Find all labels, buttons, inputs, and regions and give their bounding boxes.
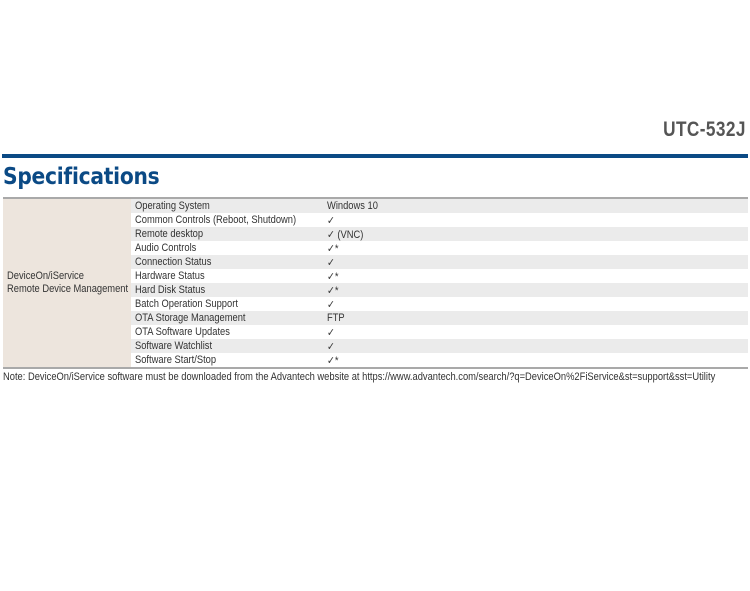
group-label-line1: DeviceOn/iService — [7, 270, 84, 282]
spec-label: Hard Disk Status — [131, 284, 327, 296]
spec-value: ✓ — [327, 256, 336, 269]
footnote: Note: DeviceOn/iService software must be… — [3, 371, 716, 383]
table-row: Connection Status ✓ — [131, 255, 748, 269]
spec-value: ✓ — [327, 340, 336, 353]
spec-label-text: Software Start/Stop — [135, 354, 217, 366]
spec-label-text: Hard Disk Status — [135, 284, 206, 296]
spec-value-text: ✓ — [327, 214, 335, 227]
spec-value-text: FTP — [327, 312, 345, 324]
section-title: Specifications — [3, 164, 160, 190]
spec-label: OTA Storage Management — [131, 312, 327, 324]
spec-value-text: ✓* — [327, 354, 339, 367]
spec-label: Remote desktop — [131, 228, 327, 240]
table-row: Operating System Windows 10 — [131, 199, 748, 213]
spec-label: Software Watchlist — [131, 340, 327, 352]
spec-value: Windows 10 — [327, 200, 387, 212]
spec-label-text: OTA Software Updates — [135, 326, 230, 338]
spec-label-text: Operating System — [135, 200, 210, 212]
spec-value: ✓* — [327, 284, 341, 297]
spec-label: Hardware Status — [131, 270, 327, 282]
spec-value: ✓* — [327, 270, 341, 283]
spec-value-text: ✓ — [327, 326, 335, 339]
table-row: Remote desktop ✓ (VNC) — [131, 227, 748, 241]
table-row: OTA Storage Management FTP — [131, 311, 748, 325]
table-row: Hardware Status ✓* — [131, 269, 748, 283]
spec-value: ✓ — [327, 298, 336, 311]
spec-value: ✓* — [327, 242, 341, 255]
spec-label: Common Controls (Reboot, Shutdown) — [131, 214, 327, 226]
spec-label-text: Audio Controls — [135, 242, 197, 254]
spec-value: ✓ — [327, 326, 336, 339]
spec-value-text: ✓* — [327, 284, 339, 297]
spec-label: OTA Software Updates — [131, 326, 327, 338]
spec-label-text: Common Controls (Reboot, Shutdown) — [135, 214, 297, 226]
table-row: Software Start/Stop ✓* — [131, 353, 748, 367]
spec-label: Connection Status — [131, 256, 327, 268]
spec-value-text: ✓* — [327, 270, 339, 283]
table-row: Software Watchlist ✓ — [131, 339, 748, 353]
spec-value: ✓ — [327, 214, 336, 227]
spec-table: DeviceOn/iService Remote Device Manageme… — [3, 197, 748, 369]
spec-label-text: Software Watchlist — [135, 340, 213, 352]
spec-value-text: ✓ — [327, 340, 335, 353]
spec-rows: Operating System Windows 10 Common Control… — [131, 199, 748, 367]
table-row: OTA Software Updates ✓ — [131, 325, 748, 339]
spec-value: FTP — [327, 312, 348, 324]
spec-label-text: Hardware Status — [135, 270, 205, 282]
table-row: Common Controls (Reboot, Shutdown) ✓ — [131, 213, 748, 227]
group-label-line2: Remote Device Management — [7, 283, 129, 295]
model-name: UTC-532J — [663, 118, 746, 141]
spec-label: Batch Operation Support — [131, 298, 327, 310]
table-row: Batch Operation Support ✓ — [131, 297, 748, 311]
group-cell: DeviceOn/iService Remote Device Manageme… — [3, 199, 131, 367]
spec-value-text: ✓* — [327, 242, 339, 255]
spec-label: Operating System — [131, 200, 327, 212]
spec-value: ✓* — [327, 354, 341, 367]
header-divider — [2, 154, 748, 158]
spec-label-text: Remote desktop — [135, 228, 204, 240]
table-row: Hard Disk Status ✓* — [131, 283, 748, 297]
spec-label-text: OTA Storage Management — [135, 312, 246, 324]
spec-label-text: Batch Operation Support — [135, 298, 238, 310]
spec-value-text: ✓ — [327, 256, 335, 269]
spec-value-text: ✓ (VNC) — [327, 228, 364, 241]
spec-label-text: Connection Status — [135, 256, 212, 268]
spec-value: ✓ (VNC) — [327, 228, 370, 241]
spec-label: Audio Controls — [131, 242, 327, 254]
spec-value-text: ✓ — [327, 298, 335, 311]
table-row: Audio Controls ✓* — [131, 241, 748, 255]
spec-label: Software Start/Stop — [131, 354, 327, 366]
spec-value-text: Windows 10 — [327, 200, 378, 212]
